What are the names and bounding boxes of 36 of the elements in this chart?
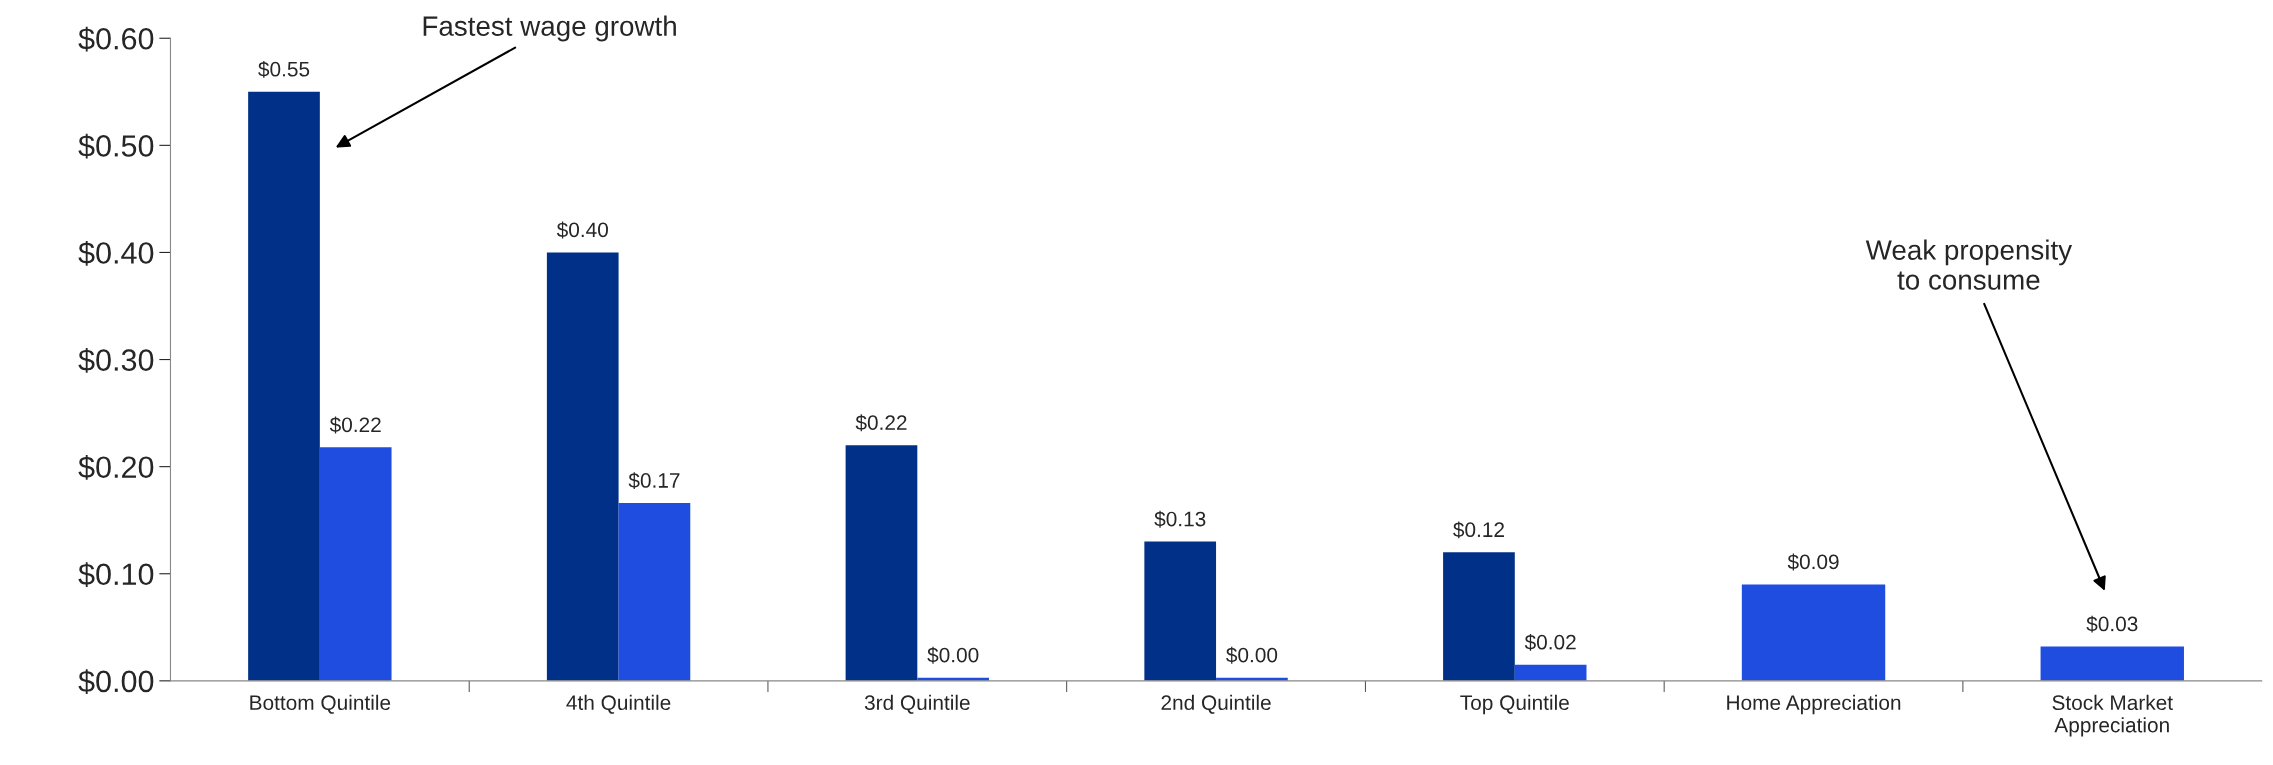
x-tick-label: Top Quintile bbox=[1460, 694, 1569, 715]
data-label: $0.22 bbox=[329, 416, 381, 434]
data-label: $0.09 bbox=[1787, 553, 1839, 571]
bar bbox=[1443, 552, 1515, 681]
data-label: $0.22 bbox=[855, 414, 907, 432]
data-label: $0.00 bbox=[1226, 646, 1278, 664]
data-label: $0.13 bbox=[1154, 510, 1206, 528]
bar bbox=[546, 252, 619, 681]
x-tick-label: Home Appreciation bbox=[1727, 694, 1901, 715]
y-tick-label: $0.50 bbox=[78, 133, 154, 159]
bar bbox=[319, 447, 392, 681]
x-tick-label: Bottom Quintile bbox=[250, 694, 391, 714]
data-label: $0.02 bbox=[1524, 633, 1576, 651]
bar bbox=[1514, 664, 1587, 681]
x-tick-label: Stock Market Appreciation bbox=[2052, 694, 2173, 737]
annotation: Weak propensity to consume bbox=[1865, 239, 2073, 290]
y-tick-label: $0.60 bbox=[78, 26, 154, 52]
data-label: $0.40 bbox=[556, 221, 608, 239]
data-label: $0.00 bbox=[927, 646, 979, 664]
x-tick-label: 3rd Quintile bbox=[864, 694, 970, 714]
x-tick-label: 4th Quintile bbox=[566, 694, 671, 714]
x-tick-label: 2nd Quintile bbox=[1161, 694, 1271, 714]
y-tick-label: $0.30 bbox=[78, 348, 154, 373]
data-label: $0.03 bbox=[2086, 615, 2138, 633]
y-tick-label: $0.20 bbox=[78, 455, 154, 480]
bar bbox=[618, 503, 691, 681]
data-label: $0.12 bbox=[1453, 521, 1504, 539]
bar bbox=[248, 91, 320, 681]
bar bbox=[845, 445, 918, 681]
y-tick-label: $0.10 bbox=[78, 562, 154, 587]
y-tick-label: $0.00 bbox=[78, 669, 154, 695]
data-label: $0.55 bbox=[258, 60, 310, 78]
bar bbox=[1144, 541, 1217, 681]
data-label: $0.17 bbox=[628, 472, 680, 490]
y-tick-label: $0.40 bbox=[78, 240, 154, 266]
annotation: Fastest wage growth bbox=[423, 15, 676, 42]
